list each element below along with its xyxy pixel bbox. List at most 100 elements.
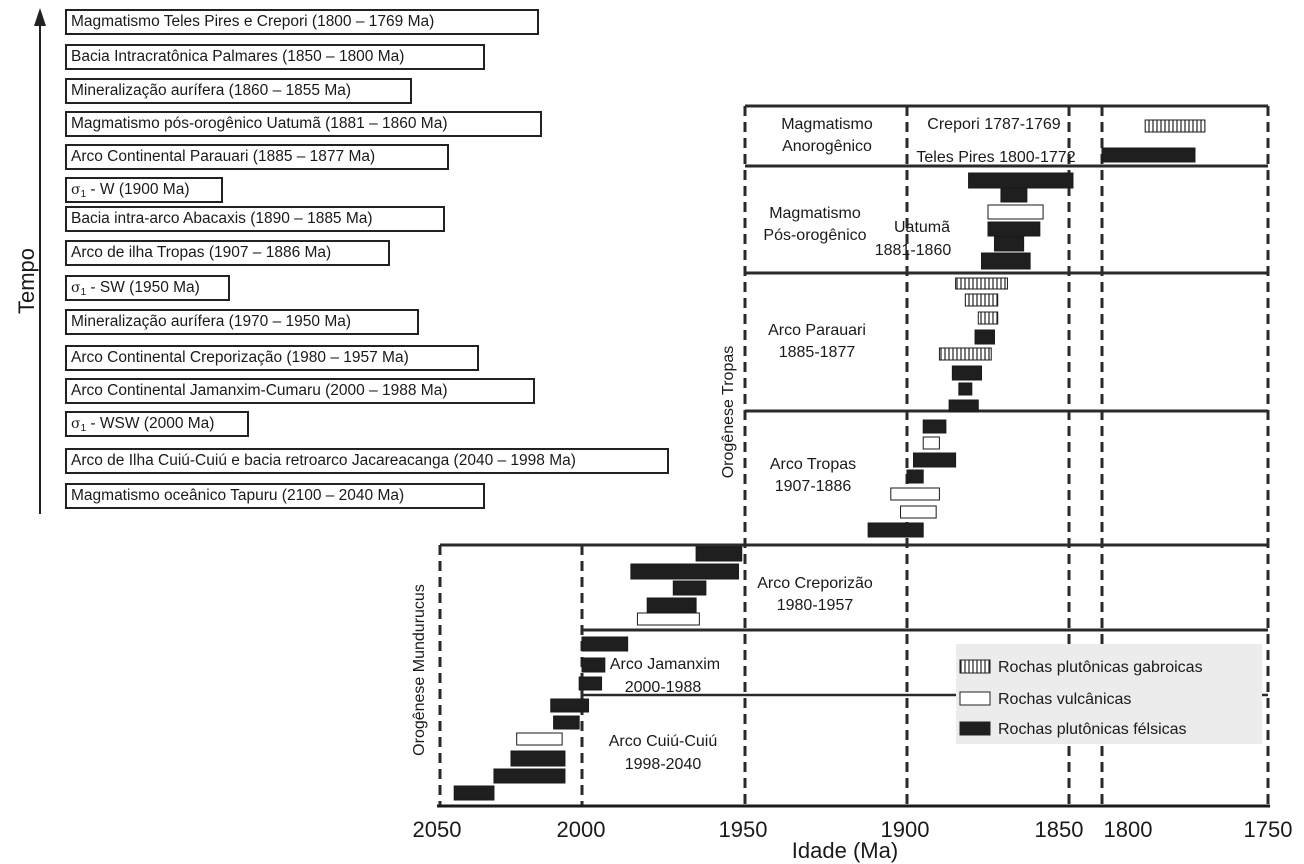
group-label-parauari: 1885-1877 xyxy=(779,344,856,361)
chart-frame xyxy=(440,104,1268,697)
felsic-bar xyxy=(578,676,603,691)
felsic-bar xyxy=(553,715,580,730)
legend-background xyxy=(956,644,1262,744)
x-tick-label: 1850 xyxy=(1035,817,1084,842)
felsic-bar xyxy=(906,469,924,484)
age-range-bars xyxy=(453,119,1206,801)
group-label-cuiu: Arco Cuiú-Cuiú xyxy=(609,733,717,750)
felsic-bar xyxy=(550,698,590,713)
sigma-subscript: 1 xyxy=(80,287,87,298)
group-label-posorog: Pós-orogênico xyxy=(763,227,866,244)
gabbro-bar xyxy=(938,347,992,361)
gabbro-bar xyxy=(955,277,1008,290)
felsic-bar xyxy=(581,657,606,673)
group-label-telespires: Teles Pires 1800-1772 xyxy=(916,149,1075,166)
legend-label-volcanic: Rochas vulcânicas xyxy=(998,691,1131,708)
event-box: σ1 - SW (1950 Ma) xyxy=(65,275,230,301)
event-box: Arco Continental Jamanxim-Cumaru (2000 –… xyxy=(65,378,535,404)
event-box: Bacia intra-arco Abacaxis (1890 – 1885 M… xyxy=(65,206,445,232)
volcanic-bar xyxy=(900,505,937,519)
event-box: Arco Continental Creporização (1980 – 19… xyxy=(65,345,479,371)
gabbro-bar xyxy=(964,293,999,307)
felsic-bar xyxy=(1000,187,1028,203)
felsic-bar xyxy=(974,329,995,345)
legend-swatch-gabbro xyxy=(959,659,991,674)
x-axis-ticks: 2050 2000 1950 1900 1850 1800 1750 xyxy=(413,817,1293,842)
group-label-parauari: Arco Parauari xyxy=(768,322,866,339)
event-box: Magmatismo oceânico Tapuru (2100 – 2040 … xyxy=(65,483,485,509)
felsic-bar xyxy=(981,252,1031,270)
group-label-anorog: Magmatismo xyxy=(781,116,873,133)
felsic-bar xyxy=(958,382,973,396)
x-tick-label: 1900 xyxy=(881,817,930,842)
group-label-tropas: Arco Tropas xyxy=(770,456,856,473)
legend-label-felsic: Rochas plutônicas félsicas xyxy=(998,721,1187,738)
event-box: Mineralização aurífera (1970 – 1950 Ma) xyxy=(65,309,419,335)
felsic-bar xyxy=(630,563,739,580)
sigma-symbol: σ xyxy=(71,416,81,432)
event-box: σ1 - W (1900 Ma) xyxy=(65,177,223,203)
x-axis-label: Idade (Ma) xyxy=(792,838,898,863)
orogen-label-mundurucus: Orogênese Mundurucus xyxy=(411,584,428,756)
group-label-uatuma: Uatumã xyxy=(894,219,950,236)
group-label-creporizao: Arco Creporizão xyxy=(757,575,873,592)
event-box: σ1 - WSW (2000 Ma) xyxy=(65,411,249,437)
volcanic-bar xyxy=(922,436,940,450)
group-label-jamanxim: 2000-1988 xyxy=(625,679,702,696)
orogen-label-tropas: Orogênese Tropas xyxy=(720,346,737,479)
felsic-bar xyxy=(948,399,979,413)
gabbro-bar xyxy=(1144,119,1206,133)
felsic-bar xyxy=(987,221,1041,237)
felsic-bar xyxy=(510,750,566,767)
group-label-anorog: Anorogênico xyxy=(782,138,872,155)
sigma-symbol: σ xyxy=(71,280,81,296)
group-label-posorog: Magmatismo xyxy=(769,205,861,222)
group-label-crepori: Crepori 1787-1769 xyxy=(927,116,1061,133)
event-box: Arco de ilha Tropas (1907 – 1886 Ma) xyxy=(65,240,390,266)
volcanic-bar xyxy=(516,732,563,746)
sigma-subscript: 1 xyxy=(80,189,87,200)
felsic-bar xyxy=(493,768,566,784)
felsic-bar xyxy=(867,522,924,538)
felsic-bar xyxy=(968,172,1074,189)
legend-swatch-felsic xyxy=(959,721,991,736)
gabbro-bar xyxy=(977,311,999,325)
group-labels: Magmatismo Anorogênico Crepori 1787-1769… xyxy=(609,116,1076,773)
x-tick-label: 2050 xyxy=(413,817,462,842)
felsic-bar xyxy=(581,636,629,652)
x-tick-label: 2000 xyxy=(557,817,606,842)
x-tick-label: 1950 xyxy=(719,817,768,842)
felsic-bar xyxy=(646,597,697,613)
legend-label-gabbro: Rochas plutônicas gabroicas xyxy=(998,659,1203,676)
felsic-bar xyxy=(922,419,947,434)
group-label-tropas: 1907-1886 xyxy=(775,478,852,495)
event-box: Arco Continental Parauari (1885 – 1877 M… xyxy=(65,144,449,170)
felsic-bar xyxy=(993,236,1025,252)
sigma-subscript: 1 xyxy=(80,423,87,434)
felsic-bar xyxy=(453,785,495,801)
time-arrow xyxy=(34,8,46,514)
group-label-jamanxim: Arco Jamanxim xyxy=(610,656,720,673)
sigma-symbol: σ xyxy=(71,182,81,198)
x-tick-label: 1750 xyxy=(1244,817,1293,842)
felsic-bar xyxy=(1101,147,1196,163)
x-tick-label: 1800 xyxy=(1104,817,1153,842)
event-box: Bacia Intracratônica Palmares (1850 – 18… xyxy=(65,44,485,70)
event-box: Magmatismo pós-orogênico Uatumã (1881 – … xyxy=(65,111,542,137)
felsic-bar xyxy=(912,452,957,468)
volcanic-bar xyxy=(636,612,700,626)
felsic-bar xyxy=(951,365,983,381)
legend: Rochas plutônicas gabroicas Rochas vulcâ… xyxy=(956,644,1262,744)
event-box: Arco de Ilha Cuiú-Cuiú e bacia retroarco… xyxy=(65,448,669,474)
volcanic-bar xyxy=(890,487,940,501)
group-label-cuiu: 1998-2040 xyxy=(625,756,702,773)
volcanic-bar xyxy=(987,204,1044,220)
group-label-creporizao: 1980-1957 xyxy=(777,597,854,614)
group-label-uatuma: 1881-1860 xyxy=(875,242,952,259)
event-box: Mineralização aurífera (1860 – 1855 Ma) xyxy=(65,78,412,104)
felsic-bar xyxy=(695,546,743,562)
legend-swatch-volcanic xyxy=(959,691,991,706)
event-box: Magmatismo Teles Pires e Crepori (1800 –… xyxy=(65,9,539,35)
felsic-bar xyxy=(672,580,707,596)
